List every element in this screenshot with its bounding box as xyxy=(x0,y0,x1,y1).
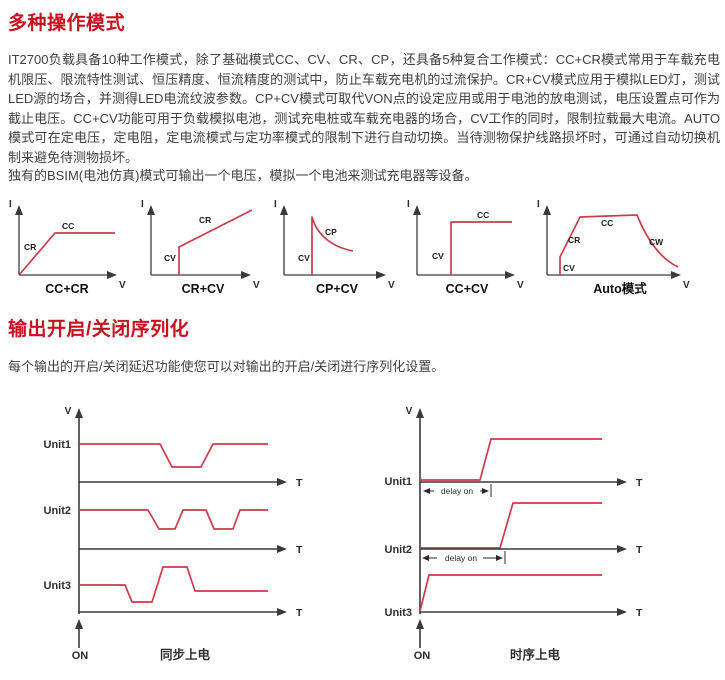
unit1-waveform xyxy=(79,443,268,468)
modes-paragraph-1: IT2700负载具备10种工作模式，除了基础模式CC、CV、CR、CP，还具备5… xyxy=(8,52,720,165)
diagram-caption: 同步上电 xyxy=(160,647,211,662)
diagram-caption: 时序上电 xyxy=(510,647,561,662)
segment-label-cc: CC xyxy=(477,210,489,220)
segment-label-cw: CW xyxy=(649,237,664,247)
x-axis-label: V xyxy=(517,280,524,291)
segment-label-cv: CV xyxy=(298,253,310,263)
unit2-waveform xyxy=(79,509,268,530)
segment-label-cr: CR xyxy=(568,235,580,245)
x-axis-label: V xyxy=(388,280,395,291)
unit2-waveform xyxy=(420,502,602,549)
graph-caption: CP+CV xyxy=(316,282,359,296)
mode-graph-cc-cr: I V CR CC CC+CR xyxy=(9,199,126,296)
on-label: ON xyxy=(72,650,89,662)
t-axis-3-label: T xyxy=(296,607,303,619)
delay1-label: delay on xyxy=(441,486,473,496)
x-axis-label: V xyxy=(253,280,260,291)
unit1-label: Unit1 xyxy=(385,476,413,488)
cc-cr-curve xyxy=(18,232,115,276)
segment-label-cv: CV xyxy=(563,263,575,273)
unit3-waveform xyxy=(79,566,268,603)
section-title-modes: 多种操作模式 xyxy=(8,13,126,34)
segment-label-cr: CR xyxy=(24,242,36,252)
x-axis-label: V xyxy=(683,280,690,291)
unit1-waveform xyxy=(420,438,602,481)
unit3-label: Unit3 xyxy=(385,607,413,619)
graph-caption: CC+CV xyxy=(446,282,489,296)
segment-label-cv: CV xyxy=(164,253,176,263)
x-axis-label: V xyxy=(119,280,126,291)
y-axis-label: I xyxy=(407,199,410,210)
y-axis-label: I xyxy=(537,199,540,210)
segment-label-cr: CR xyxy=(199,215,211,225)
on-label: ON xyxy=(414,650,431,662)
y-axis-label: I xyxy=(9,199,12,210)
cc-cv-curve xyxy=(450,221,512,275)
t-axis-3-label: T xyxy=(636,607,643,619)
t-axis-1-label: T xyxy=(636,477,643,489)
unit2-label: Unit2 xyxy=(44,505,72,517)
v-axis-label: V xyxy=(65,406,72,417)
mode-graph-auto: I V CV CR CC CW Auto模式 xyxy=(537,199,690,296)
graph-caption: Auto模式 xyxy=(593,281,647,296)
unit3-label: Unit3 xyxy=(44,580,72,592)
delay2-label: delay on xyxy=(445,553,477,563)
segment-label-cv: CV xyxy=(432,251,444,261)
unit1-label: Unit1 xyxy=(44,439,72,451)
auto-mode-curve xyxy=(559,214,679,275)
mode-graph-cp-cv: I V CV CP CP+CV xyxy=(274,199,395,296)
t-axis-2-label: T xyxy=(636,544,643,556)
t-axis-2-label: T xyxy=(296,544,303,556)
graph-caption: CC+CR xyxy=(45,282,88,296)
modes-paragraph-2: 独有的BSIM(电池仿真)模式可输出一个电压，模拟一个电池来测试充电器等设备。 xyxy=(8,168,478,183)
mode-graph-cr-cv: I V CV CR CR+CV xyxy=(141,199,260,296)
v-axis-label: V xyxy=(406,406,413,417)
sequencing-paragraph: 每个输出的开启/关闭延迟功能使您可以对输出的开启/关闭进行序列化设置。 xyxy=(8,359,445,374)
cp-cv-curve xyxy=(311,216,354,275)
segment-label-cc: CC xyxy=(601,218,613,228)
sequential-power-up-diagram: V Unit1 T delay on Unit2 T delay on Unit… xyxy=(385,406,644,662)
segment-label-cc: CC xyxy=(62,221,74,231)
unit3-waveform xyxy=(419,574,602,612)
cr-cv-curve xyxy=(178,209,253,275)
y-axis-label: I xyxy=(274,199,277,210)
unit2-label: Unit2 xyxy=(385,544,413,556)
mode-graph-cc-cv: I V CV CC CC+CV xyxy=(407,199,524,296)
sync-power-up-diagram: V Unit1 T Unit2 T Unit3 T ON 同步上电 xyxy=(44,406,304,662)
y-axis-label: I xyxy=(141,199,144,210)
graph-caption: CR+CV xyxy=(182,282,225,296)
t-axis-1-label: T xyxy=(296,477,303,489)
segment-label-cp: CP xyxy=(325,227,337,237)
section-title-sequencing: 输出开启/关闭序列化 xyxy=(8,319,190,340)
